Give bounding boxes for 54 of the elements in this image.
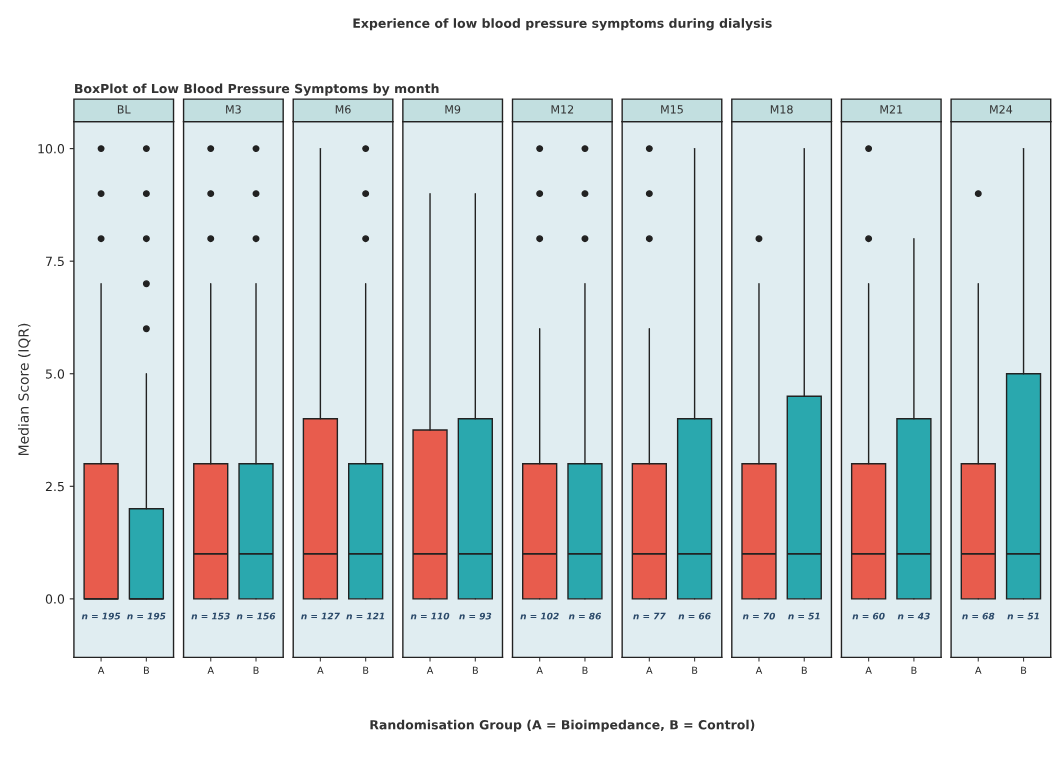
chart-title: M24 bbox=[990, 105, 1013, 114]
chart-title: BL bbox=[117, 105, 131, 114]
x-tick-label: B bbox=[363, 666, 369, 674]
x-tick-label: A bbox=[975, 666, 982, 674]
annotation: n = 102 bbox=[520, 612, 559, 620]
annotation: n = 68 bbox=[962, 612, 995, 620]
x-tick-label: A bbox=[755, 666, 763, 674]
text: BoxPlot of Low Blood Pressure Symptoms by month bbox=[75, 83, 439, 96]
x-tick-label: A bbox=[426, 666, 434, 674]
x-tick-label: B bbox=[253, 666, 259, 674]
x-tick-label: A bbox=[536, 666, 543, 674]
x-tick-label: B bbox=[911, 666, 917, 674]
chart-title: M6 bbox=[335, 105, 351, 114]
annotation: n = 43 bbox=[897, 612, 930, 620]
annotation: n = 70 bbox=[742, 612, 776, 620]
annotation: n = 77 bbox=[633, 612, 666, 620]
annotation: n = 86 bbox=[568, 612, 602, 620]
y-tick-label: 7.5 bbox=[46, 256, 64, 267]
x-tick-label: B bbox=[472, 666, 478, 674]
x-tick-label: A bbox=[97, 666, 105, 674]
x-tick-label: A bbox=[317, 666, 324, 674]
y-tick-label: 2.5 bbox=[45, 481, 64, 492]
annotation: n = 127 bbox=[301, 612, 340, 620]
x-tick-label: B bbox=[1021, 666, 1027, 674]
annotation: n = 51 bbox=[1007, 612, 1039, 620]
x-tick-label: A bbox=[865, 666, 872, 674]
text: Experience of low blood pressure symptoms during dialysis bbox=[353, 18, 772, 31]
chart-title: M9 bbox=[445, 105, 461, 114]
annotation: n = 66 bbox=[678, 612, 711, 620]
chart-title: M21 bbox=[880, 105, 903, 114]
x-tick-label: B bbox=[143, 666, 150, 674]
chart-title: M12 bbox=[551, 105, 574, 114]
annotation: n = 121 bbox=[346, 612, 385, 620]
annotation: n = 153 bbox=[191, 612, 230, 620]
chart-title: M15 bbox=[661, 105, 683, 114]
y-tick-label: 0.0 bbox=[45, 594, 65, 604]
annotation: n = 195 bbox=[81, 612, 121, 620]
x-tick-label: B bbox=[692, 666, 698, 674]
x-tick-label: B bbox=[801, 666, 807, 674]
annotation: n = 51 bbox=[788, 612, 820, 620]
chart-title: M18 bbox=[770, 105, 793, 114]
x-tick-label: A bbox=[207, 666, 214, 674]
x-tick-label: B bbox=[582, 666, 588, 674]
annotation: n = 110 bbox=[410, 612, 450, 620]
chart-title: M3 bbox=[226, 105, 241, 114]
x-axis-title: Randomisation Group (A = Bioimpedance, B = Control) bbox=[370, 719, 755, 732]
annotation: n = 93 bbox=[459, 612, 492, 620]
y-axis-title: Median Score (IQR) bbox=[18, 323, 31, 456]
annotation: n = 156 bbox=[236, 612, 276, 620]
annotation: n = 195 bbox=[127, 612, 166, 620]
y-tick-label: 10.0 bbox=[38, 144, 65, 154]
x-tick-label: A bbox=[646, 666, 653, 674]
y-tick-label: 5.0 bbox=[45, 369, 65, 379]
annotation: n = 60 bbox=[852, 612, 885, 620]
